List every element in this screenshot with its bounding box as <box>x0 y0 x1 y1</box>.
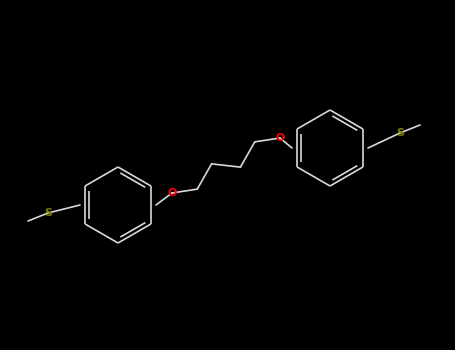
Text: O: O <box>275 133 285 143</box>
Text: S: S <box>396 128 404 138</box>
Text: S: S <box>44 208 52 218</box>
Text: O: O <box>167 188 177 198</box>
